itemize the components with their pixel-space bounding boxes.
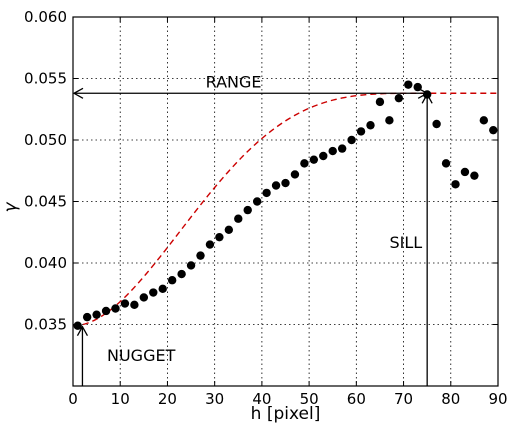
sill-label: SILL <box>389 233 422 252</box>
data-point <box>177 269 186 279</box>
data-point <box>347 135 356 145</box>
range-label: RANGE <box>206 72 262 91</box>
data-point <box>73 321 82 330</box>
data-point <box>262 188 271 198</box>
x-tick-label: 10 <box>111 390 130 408</box>
data-point <box>394 93 404 103</box>
data-point <box>196 251 205 260</box>
x-tick-label: 70 <box>394 390 413 408</box>
data-point <box>92 310 101 319</box>
data-point <box>82 312 92 322</box>
data-point <box>337 144 347 153</box>
x-tick-label: 0 <box>68 390 78 408</box>
nugget-arrowhead <box>76 325 89 337</box>
data-point <box>234 214 243 223</box>
data-point <box>375 97 385 107</box>
x-tick-label: 20 <box>158 390 177 408</box>
data-point <box>356 127 366 136</box>
data-point <box>290 170 300 179</box>
y-axis-title: γ <box>1 202 21 213</box>
y-tick-label: 0.060 <box>24 8 67 26</box>
annotations: RANGE SILL NUGGET <box>72 72 433 386</box>
y-tick-label: 0.055 <box>24 70 67 88</box>
data-point <box>149 288 158 297</box>
data-point <box>224 225 234 234</box>
data-point <box>271 181 281 190</box>
data-point <box>281 178 290 188</box>
x-tick-label: 80 <box>441 390 460 408</box>
y-tick-label: 0.050 <box>24 131 67 149</box>
ticks: 0 10 20 30 40 50 60 70 80 90 0.035 0.040 0.045 0.050 0… <box>24 8 508 408</box>
data-point <box>441 159 451 168</box>
x-tick-label: 50 <box>300 390 319 408</box>
data-point <box>479 116 489 125</box>
data-point <box>385 116 394 125</box>
x-tick-label: 90 <box>488 390 507 408</box>
data-point <box>366 121 375 130</box>
data-point <box>243 205 252 215</box>
x-tick-label: 30 <box>205 390 224 408</box>
data-point <box>101 306 111 316</box>
y-tick-label: 0.045 <box>24 193 67 211</box>
data-point <box>111 304 120 313</box>
data-point <box>120 299 130 308</box>
data-point <box>300 159 309 168</box>
data-point <box>460 167 470 177</box>
data-point <box>205 240 215 249</box>
x-tick-label: 60 <box>347 390 366 408</box>
data-point <box>319 151 328 161</box>
data-point <box>130 300 139 310</box>
data-point <box>309 155 319 164</box>
data-point <box>489 125 498 135</box>
data-point <box>328 146 337 156</box>
data-point <box>186 261 196 270</box>
data-point <box>167 276 177 285</box>
nugget-label: NUGGET <box>107 346 176 365</box>
data-point <box>158 284 167 294</box>
range-arrowhead-left <box>72 87 84 99</box>
y-tick-label: 0.040 <box>24 254 67 272</box>
data-point <box>404 80 413 89</box>
grid <box>73 17 498 386</box>
model-layer <box>73 92 498 327</box>
y-tick-label: 0.035 <box>24 316 67 334</box>
data-point <box>470 171 479 180</box>
data-points <box>73 80 498 330</box>
data-point <box>451 180 460 189</box>
sill-arrowhead <box>421 92 433 104</box>
data-point <box>432 119 441 129</box>
model-curve <box>73 92 498 327</box>
data-point <box>139 293 149 302</box>
data-point <box>252 197 262 206</box>
x-tick-label: 40 <box>252 390 271 408</box>
data-point <box>215 232 224 242</box>
x-axis-title: h [pixel] <box>251 404 321 424</box>
